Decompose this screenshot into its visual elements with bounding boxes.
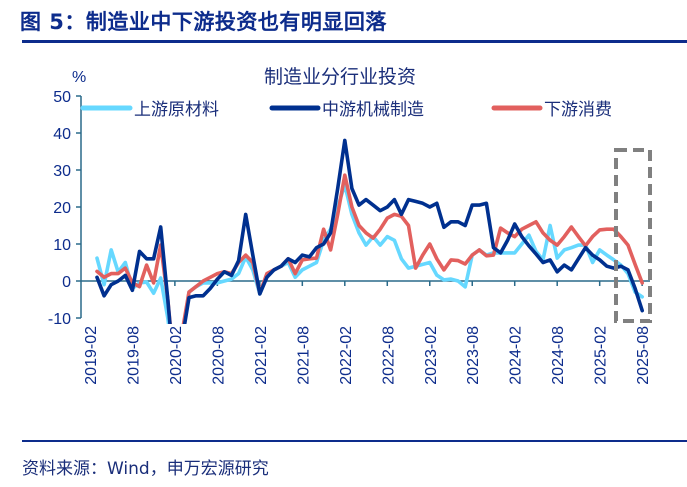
x-tick-label: 2019-02 <box>83 326 100 385</box>
x-tick-label: 2024-08 <box>550 326 567 385</box>
x-tick-label: 2021-08 <box>295 326 312 385</box>
highlight-box <box>614 148 652 323</box>
title-divider <box>22 40 687 43</box>
x-tick-label: 2024-02 <box>508 326 525 385</box>
series-lines <box>95 138 645 324</box>
x-tick-label: 2022-08 <box>380 326 397 385</box>
legend: 上游原材料 中游机械制造 下游消费 <box>80 100 612 120</box>
x-tick-label: 2020-08 <box>210 326 227 385</box>
chart-title: 制造业分行业投资 <box>264 66 416 88</box>
x-tick-label: 2019-08 <box>125 326 142 385</box>
legend-label-downstream: 下游消费 <box>544 100 612 120</box>
footer-divider <box>22 440 687 442</box>
y-tick-label: 40 <box>53 126 71 143</box>
legend-label-upstream: 上游原材料 <box>134 100 219 120</box>
x-tick-label: 2025-08 <box>635 326 652 385</box>
y-tick-label: 30 <box>53 163 71 180</box>
y-tick-label: 50 <box>53 89 71 106</box>
x-tick-label: 2021-02 <box>253 326 270 385</box>
y-tick-label: 20 <box>53 200 71 217</box>
y-axis: -10 0 10 20 30 40 50 <box>48 89 82 328</box>
y-tick-label: -10 <box>48 311 71 328</box>
x-tick-label: 2020-02 <box>168 326 185 385</box>
x-tick-label: 2022-02 <box>338 326 355 385</box>
source-note: 资料来源：Wind，申万宏源研究 <box>22 459 269 479</box>
x-tick-label: 2023-02 <box>423 326 440 385</box>
figure-title: 图 5：制造业中下游投资也有明显回落 <box>20 10 387 34</box>
legend-label-midstream: 中游机械制造 <box>322 100 424 120</box>
series-line-midstream <box>95 138 645 324</box>
y-tick-label: 10 <box>53 237 71 254</box>
x-tick-label: 2023-08 <box>465 326 482 385</box>
y-axis-unit: % <box>72 69 86 86</box>
y-tick-label: 0 <box>62 274 71 291</box>
x-tick-label: 2025-02 <box>593 326 610 385</box>
x-axis: 2019-02 2019-08 2020-02 2020-08 2021-02 2021-… <box>81 280 652 385</box>
